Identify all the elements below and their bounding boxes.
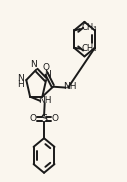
Text: O: O <box>42 64 49 72</box>
Text: NH: NH <box>38 96 51 105</box>
Text: O: O <box>29 114 36 123</box>
Text: CH₃: CH₃ <box>81 23 97 32</box>
Text: S: S <box>41 114 48 124</box>
Text: O: O <box>52 114 59 123</box>
Text: N: N <box>17 74 24 83</box>
Text: N: N <box>44 70 51 79</box>
Text: N: N <box>30 60 37 69</box>
Text: H: H <box>17 80 24 88</box>
Text: CH₃: CH₃ <box>81 44 97 53</box>
Text: NH: NH <box>63 82 77 91</box>
